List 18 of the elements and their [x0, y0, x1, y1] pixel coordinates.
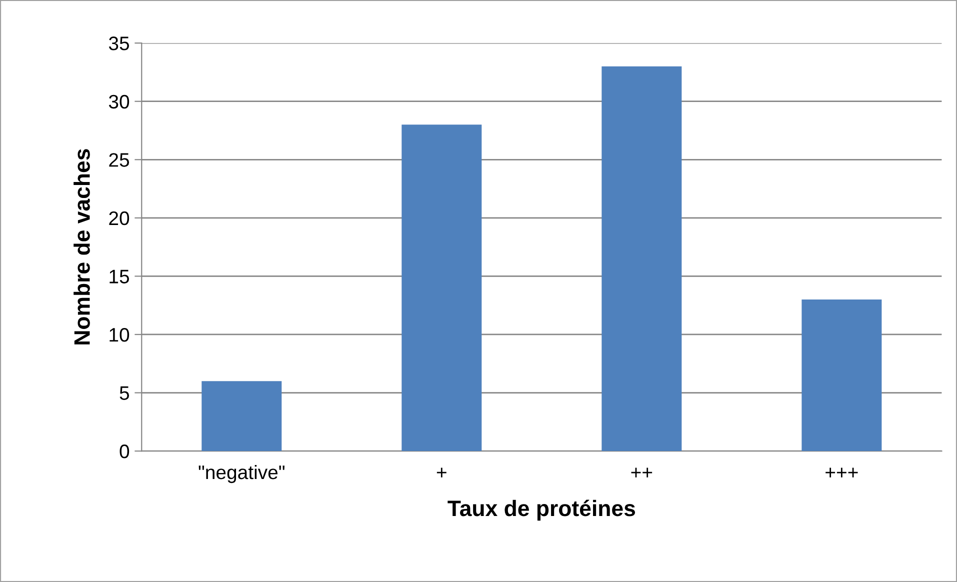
y-tick-label: 35 — [108, 36, 130, 50]
y-tick-label: 15 — [110, 270, 130, 284]
x-tick-label: +++ — [826, 468, 858, 478]
y-tick-label: 20 — [109, 211, 130, 226]
x-tick-label: "negative" — [198, 464, 284, 484]
y-tick-label: 25 — [109, 153, 130, 167]
bar — [202, 381, 282, 452]
y-tick-label: 10 — [110, 328, 130, 342]
y-tick-label: 0 — [120, 444, 130, 458]
x-tick-label: + — [436, 468, 446, 478]
y-tick-label: 5 — [120, 386, 130, 400]
y-tick-label: 30 — [108, 94, 130, 109]
y-axis-title: Nombre de vaches — [74, 149, 90, 344]
bar — [802, 300, 882, 452]
x-tick-label: ++ — [631, 468, 652, 478]
bar — [402, 124, 482, 452]
bar — [602, 66, 682, 452]
x-axis-title: Taux de protéines — [448, 500, 636, 521]
